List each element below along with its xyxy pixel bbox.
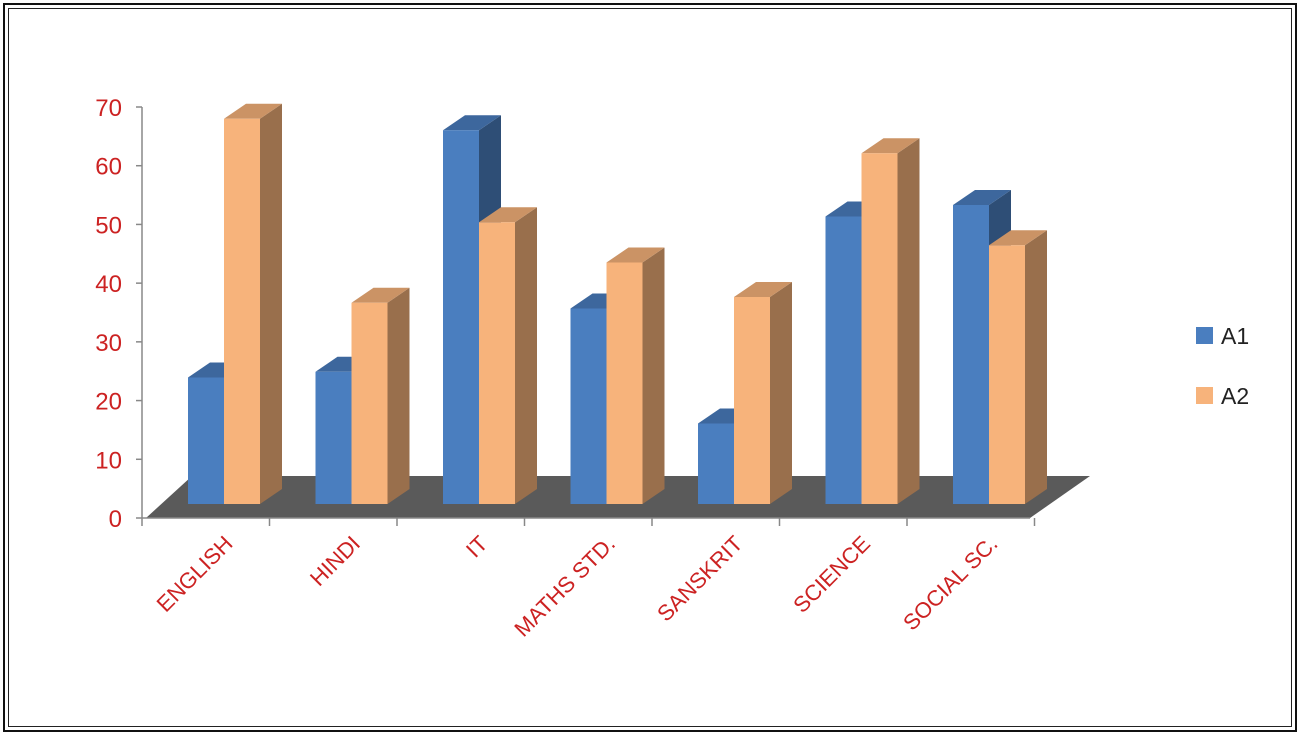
bar-top bbox=[953, 190, 1011, 205]
bar-front bbox=[351, 302, 388, 504]
bars bbox=[188, 103, 1047, 504]
chart-frame-outer bbox=[3, 3, 1297, 732]
bar-front bbox=[479, 222, 515, 504]
x-tick-label: ENGLISH bbox=[152, 531, 238, 617]
bar-top bbox=[443, 115, 501, 131]
x-tick-label: SANSKRIT bbox=[652, 531, 747, 626]
x-axis-labels: ENGLISH HINDI IT MATHS STD. SANSKRIT SCIENCE S… bbox=[152, 531, 1003, 642]
bar-top bbox=[989, 230, 1047, 246]
y-tick-label: 20 bbox=[95, 389, 122, 416]
bar-A2-SCIENCE bbox=[861, 138, 920, 504]
bar-top bbox=[734, 282, 792, 297]
bar-side bbox=[515, 207, 537, 504]
bar-A2-MATHS STD. bbox=[606, 247, 665, 504]
bar-front bbox=[188, 377, 224, 504]
y-tick-label: 10 bbox=[95, 447, 122, 474]
bar-front bbox=[224, 118, 260, 504]
bar-top bbox=[351, 287, 410, 303]
bar-side bbox=[642, 247, 665, 504]
bar-front bbox=[953, 205, 989, 504]
bar-front bbox=[989, 245, 1025, 504]
legend-swatch-A1 bbox=[1196, 327, 1213, 344]
bar-side bbox=[897, 138, 920, 504]
legend-label-A2: A2 bbox=[1221, 383, 1249, 409]
x-tick-label: IT bbox=[461, 531, 493, 563]
bar-A2-HINDI bbox=[351, 287, 410, 504]
y-tick-label: 30 bbox=[95, 330, 122, 357]
bar-A2-IT bbox=[479, 207, 537, 504]
bar-side bbox=[260, 103, 282, 504]
legend-swatch-A2 bbox=[1196, 387, 1213, 404]
bar-front bbox=[606, 262, 643, 504]
bar-front bbox=[734, 297, 770, 504]
bar-front bbox=[315, 371, 352, 504]
y-tick-label: 50 bbox=[95, 212, 122, 239]
bar-top bbox=[606, 247, 665, 263]
x-tick-label: SOCIAL SC. bbox=[898, 531, 1002, 635]
x-tick-label: SCIENCE bbox=[788, 531, 875, 618]
bar-side bbox=[770, 282, 792, 504]
bar-top bbox=[861, 138, 920, 154]
y-tick-label: 60 bbox=[95, 154, 122, 181]
bar-side bbox=[387, 287, 410, 504]
x-tick-label: MATHS STD. bbox=[509, 531, 620, 642]
bar-A2-ENGLISH bbox=[224, 103, 282, 504]
bar-front bbox=[825, 216, 862, 504]
legend: A1 A2 bbox=[1196, 323, 1249, 409]
y-axis: 0 10 20 30 40 50 60 70 bbox=[95, 95, 1036, 533]
y-tick-label: 40 bbox=[95, 271, 122, 298]
bar-top bbox=[224, 103, 282, 119]
legend-label-A1: A1 bbox=[1221, 323, 1249, 349]
bar-top bbox=[479, 207, 537, 223]
y-tick-label: 70 bbox=[95, 95, 122, 122]
bar-front bbox=[698, 423, 734, 504]
chart-frame-inner bbox=[8, 8, 1292, 727]
bar-side bbox=[1025, 230, 1047, 504]
bar-A2-SOCIAL SC. bbox=[989, 230, 1047, 504]
bar-front bbox=[570, 308, 607, 504]
bar-front bbox=[861, 153, 898, 504]
y-tick-label: 0 bbox=[109, 506, 122, 533]
x-tick-label: HINDI bbox=[305, 531, 365, 591]
bar-front bbox=[443, 130, 479, 504]
bar-A2-SANSKRIT bbox=[734, 282, 792, 504]
